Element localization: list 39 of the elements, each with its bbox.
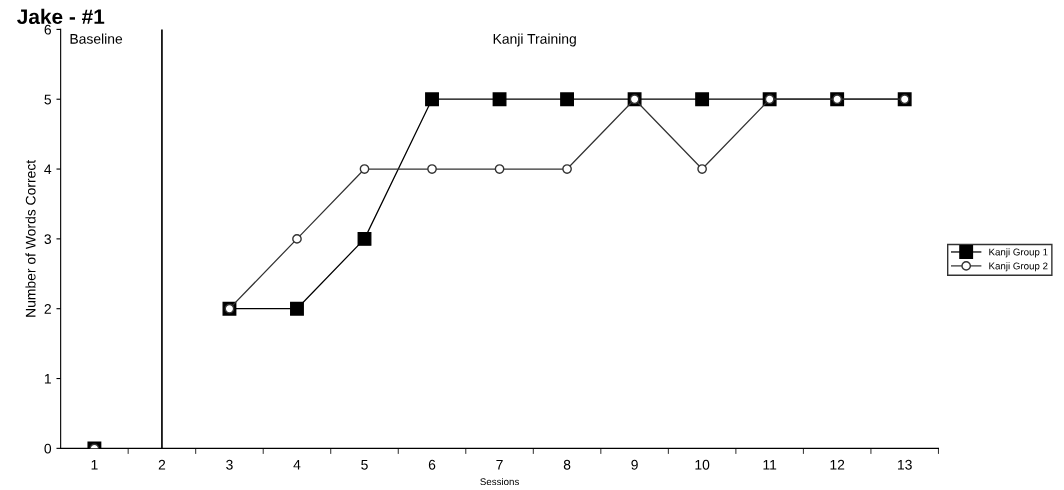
x-tick-label: 3 [226,459,233,470]
y-tick-label: 1 [44,374,51,384]
point [494,164,505,174]
x-tick-label: 8 [563,459,571,470]
point [697,164,707,174]
x-tick-label: 5 [361,459,368,470]
x-axis-title: Sessions [480,477,519,486]
annotation: Baseline [70,33,123,44]
legend-label: Kanji Group 1 [989,248,1048,258]
point [492,92,507,107]
point [427,164,437,174]
x-tick-label: 11 [763,459,777,470]
x-tick-label: 10 [695,459,710,470]
y-axis-title: Number of Words Correct [25,159,36,317]
point [357,231,372,246]
point [290,301,304,316]
y-tick-label: 4 [44,164,52,175]
point [560,92,575,107]
x-tick-label: 13 [898,459,912,470]
x-tick-label: 7 [496,459,503,470]
chart-title: Jake - #1 [17,8,105,25]
y-tick-label: 5 [44,94,52,105]
y-tick-label: 2 [44,304,51,314]
y-tick-label: 6 [44,24,52,35]
x-tick-label: 9 [631,459,638,470]
point [292,234,302,244]
x-tick-label: 12 [830,459,845,470]
x-tick-label: 6 [428,459,436,470]
legend-label: Kanji Group 2 [989,262,1048,272]
point [359,164,370,174]
point [695,92,710,107]
x-tick-label: 1 [91,459,98,470]
point [425,92,439,107]
y-tick-label: 0 [44,443,52,454]
y-tick-label: 3 [44,234,52,245]
annotation: Kanji Training [493,33,576,47]
x-tick-label: 4 [293,459,301,470]
x-tick-label: 2 [158,459,166,470]
point [562,164,572,174]
